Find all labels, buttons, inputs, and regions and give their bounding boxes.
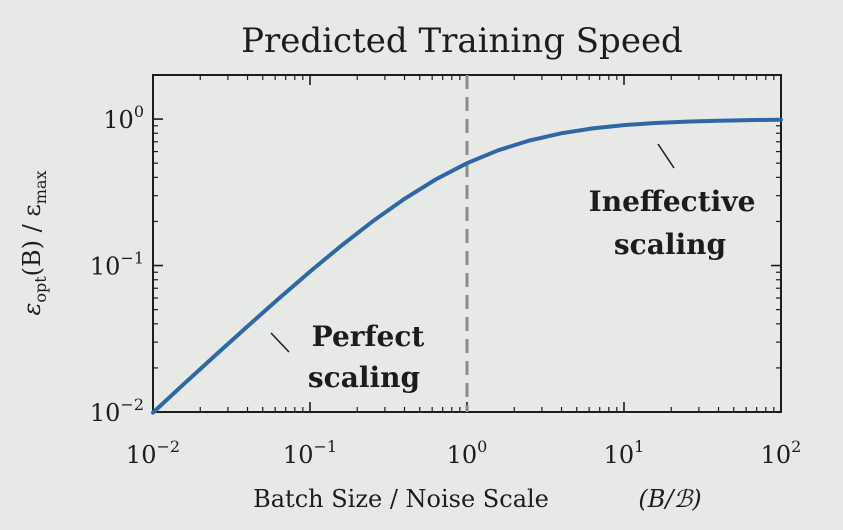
chart-title: Predicted Training Speed	[241, 21, 683, 61]
x-tick-base: 10	[126, 441, 157, 469]
x-axis-label: Batch Size / Noise Scale	[253, 485, 549, 513]
y-label-mid: (B) / ε	[18, 204, 46, 276]
y-tick-label: 100	[103, 102, 144, 134]
annotation-leader-ineffective	[657, 143, 675, 169]
x-tick-labels: 10−2 10−1 100 101 102	[126, 437, 801, 469]
y-label-sub-max: max	[31, 170, 50, 204]
y-label-eps: ε	[18, 303, 46, 316]
x-tick-base: 10	[761, 441, 792, 469]
minor-ticks	[153, 75, 781, 412]
x-axis-label-symbol: (B/ℬ)	[638, 485, 701, 513]
annotation-perfect-line1: Perfect	[312, 320, 425, 353]
x-tick-label: 10−2	[126, 437, 180, 469]
annotation-ineffective-line1: Ineffective	[589, 185, 756, 218]
x-tick-label: 10−1	[283, 437, 337, 469]
x-tick-label: 100	[447, 437, 488, 469]
annotation-leader-perfect	[270, 332, 290, 353]
series-line	[151, 117, 783, 415]
y-label-sub-opt: opt	[31, 276, 50, 303]
x-tick-base: 10	[447, 441, 478, 469]
y-axis-label: εopt(B) / εmax	[18, 170, 50, 315]
y-tick-label: 10−2	[90, 395, 144, 427]
y-tick-base: 10	[90, 253, 121, 281]
x-tick-exponent: 0	[477, 437, 487, 456]
x-tick-exponent: 2	[791, 437, 801, 456]
y-tick-exponent: −1	[120, 249, 144, 268]
y-tick-exponent: −2	[120, 395, 144, 414]
x-tick-exponent: −2	[156, 437, 180, 456]
x-tick-exponent: 1	[634, 437, 644, 456]
annotation-perfect-line2: scaling	[308, 361, 420, 394]
x-tick-label: 102	[761, 437, 802, 469]
x-tick-base: 10	[604, 441, 635, 469]
y-tick-label: 10−1	[90, 249, 144, 281]
y-tick-exponent: 0	[134, 102, 144, 121]
annotation-ineffective-line2: scaling	[614, 228, 726, 261]
y-tick-base: 10	[90, 399, 121, 427]
x-tick-exponent: −1	[313, 437, 337, 456]
x-tick-base: 10	[283, 441, 314, 469]
x-tick-label: 101	[604, 437, 645, 469]
y-tick-base: 10	[103, 106, 134, 134]
